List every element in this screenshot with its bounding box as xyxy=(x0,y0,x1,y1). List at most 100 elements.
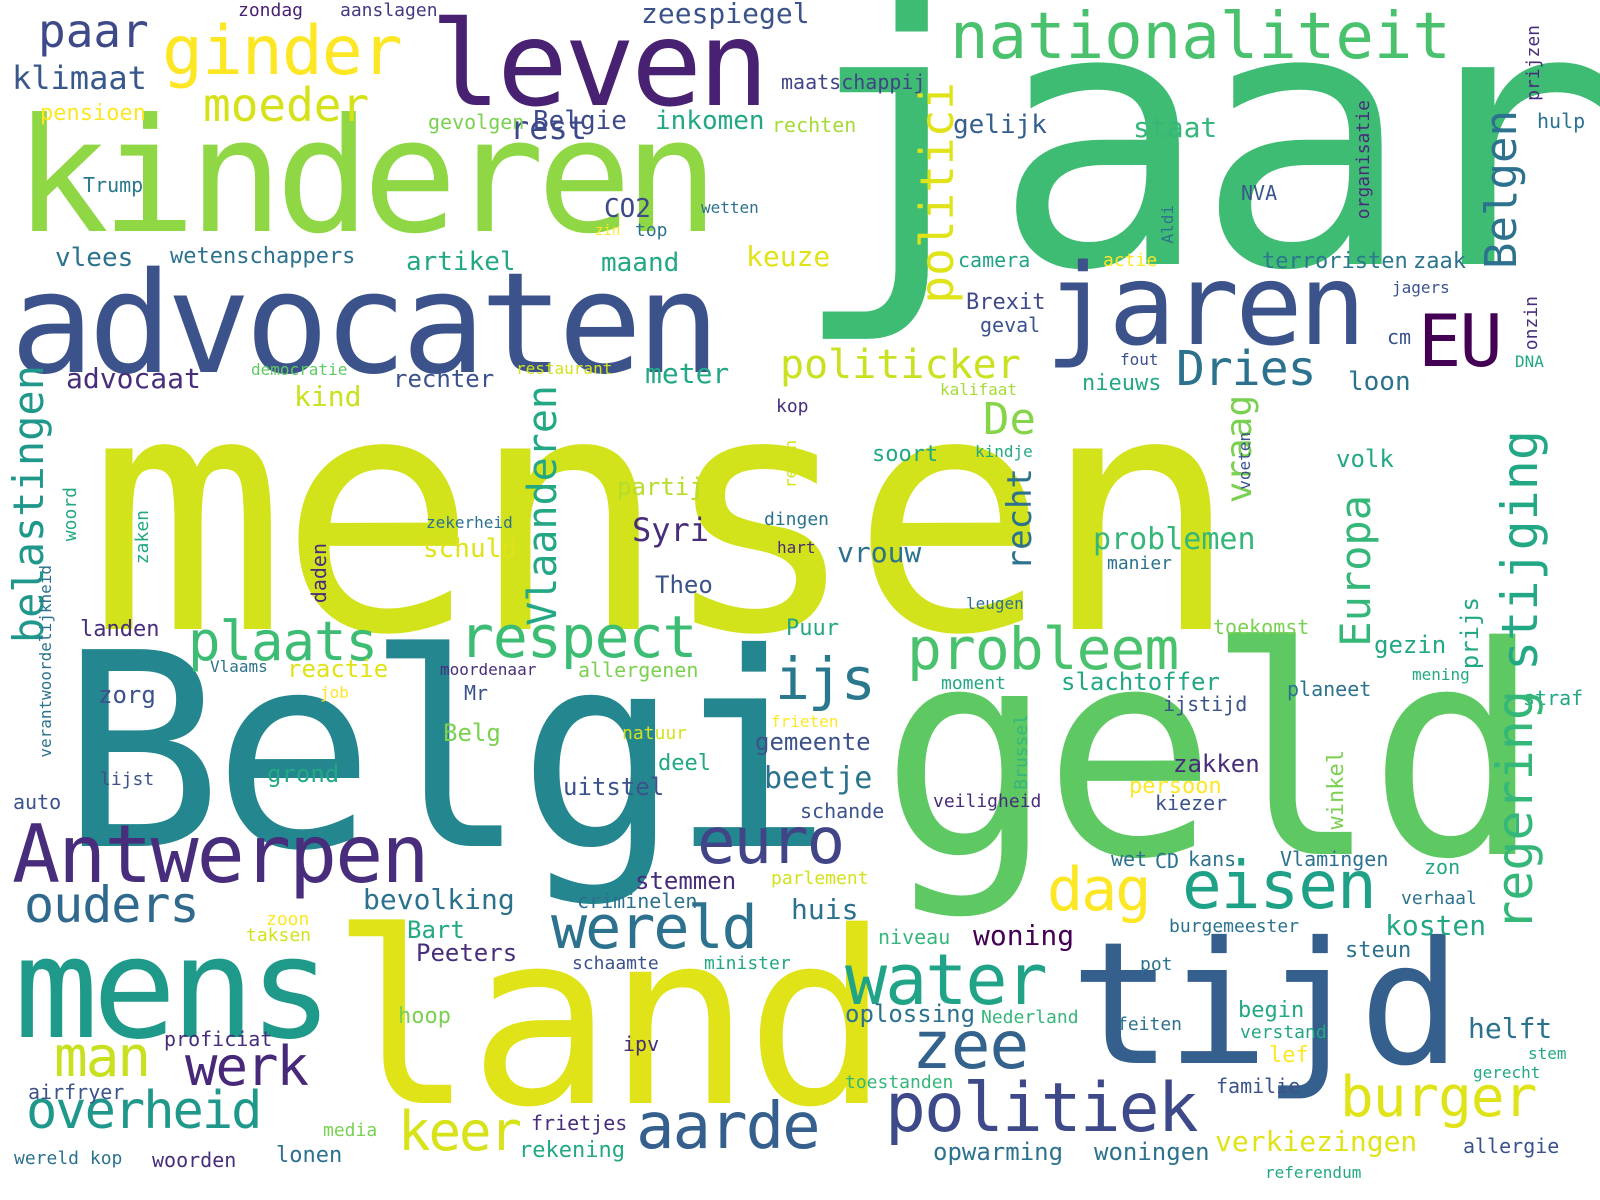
word-paar: paar xyxy=(38,4,149,58)
word-klimaat: klimaat xyxy=(12,59,147,97)
word-dries: Dries xyxy=(1176,341,1316,397)
word-allergenen: allergenen xyxy=(578,658,699,682)
word-job: job xyxy=(320,683,349,702)
word-terroristen: terroristen xyxy=(1262,249,1408,274)
word-overheid: overheid xyxy=(26,1081,262,1141)
word-prijs: prijs xyxy=(1456,597,1484,670)
word-zee: zee xyxy=(912,1007,1029,1084)
word-top: top xyxy=(635,220,668,241)
word-vlaams: Vlaams xyxy=(210,657,268,676)
word-woorden: woorden xyxy=(152,1148,237,1172)
word-vlaanderen: Vlaanderen xyxy=(520,385,566,626)
word-toestanden: toestanden xyxy=(845,1072,954,1093)
word-wereld: wereld xyxy=(551,893,758,963)
word-respect: respect xyxy=(459,603,697,671)
word-daden: daden xyxy=(307,543,331,604)
word-toekomst: toekomst xyxy=(1213,615,1310,639)
word-ouders: ouders xyxy=(24,876,200,934)
word-moment: moment xyxy=(941,673,1007,694)
word-minister: minister xyxy=(704,953,791,974)
word-brussel: Brussel xyxy=(1011,714,1032,790)
word-aldi: Aldi xyxy=(1158,205,1177,244)
word-stemmen: stemmen xyxy=(635,867,737,895)
word-land: land xyxy=(330,880,890,1160)
word-woningen: woningen xyxy=(1094,1138,1210,1166)
word-dag: dag xyxy=(1047,855,1151,925)
word-camera: camera xyxy=(958,248,1031,272)
word-cm: cm xyxy=(1387,325,1412,349)
word-probleem: probleem xyxy=(907,615,1179,683)
word-kosten: kosten xyxy=(1385,909,1487,942)
word-onzin: onzin xyxy=(1521,296,1542,351)
word-antwerpen: Antwerpen xyxy=(12,808,429,901)
word-restaurant: restaurant xyxy=(516,359,613,378)
word-cd: CD xyxy=(1155,849,1180,873)
word-problemen: problemen xyxy=(1093,522,1256,557)
word-jagers: jagers xyxy=(1392,278,1450,297)
word-politici: politici xyxy=(910,82,964,304)
word-syri: Syri xyxy=(632,511,710,549)
word-inkomen: inkomen xyxy=(655,106,765,136)
word-vlamingen: Vlamingen xyxy=(1280,847,1389,871)
word-politicker: politicker xyxy=(780,342,1021,388)
word-vlees: vlees xyxy=(55,243,134,273)
word-fout: fout xyxy=(1120,350,1159,369)
word-kindje: kindje xyxy=(975,442,1033,461)
word-moeder: moeder xyxy=(203,78,370,132)
word-maatschappij: maatschappij xyxy=(781,70,926,94)
word-man: man xyxy=(54,1025,151,1090)
word-lonen: lonen xyxy=(276,1143,343,1168)
word-leugen: leugen xyxy=(966,594,1024,613)
word-meter: meter xyxy=(645,357,730,390)
word-natuur: natuur xyxy=(622,723,688,744)
word-belgie: Belgie xyxy=(533,106,627,136)
word-zin: zin xyxy=(595,223,621,239)
word-partij: partij xyxy=(617,473,704,501)
word-aarde: aarde xyxy=(636,1090,821,1164)
word-manier: manier xyxy=(1107,553,1173,574)
word-advocaten: advocaten xyxy=(10,243,721,406)
word-lef: lef xyxy=(1269,1043,1309,1068)
word-criminelen: criminelen xyxy=(577,889,698,913)
word-zoon: zoon xyxy=(266,909,310,930)
word-loon: loon xyxy=(1348,367,1411,397)
word-gelijk: gelijk xyxy=(953,110,1047,140)
word-plaats: plaats xyxy=(188,610,378,673)
word-zakken: zakken xyxy=(1173,750,1260,778)
word-slachtoffer: slachtoffer xyxy=(1061,668,1220,696)
word-zekerheid: zekerheid xyxy=(426,513,513,532)
word-veiligheid: veiligheid xyxy=(933,791,1042,812)
word-nationaliteit: nationaliteit xyxy=(950,0,1451,74)
word-wetten: wetten xyxy=(701,198,759,217)
word-wet: wet xyxy=(1111,847,1148,871)
word-artikel: artikel xyxy=(406,247,516,277)
word-straf: straf xyxy=(1523,686,1584,710)
word-democratie: democratie xyxy=(251,360,348,379)
word-landen: landen xyxy=(80,617,160,642)
word-gerecht: gerecht xyxy=(1473,1063,1541,1082)
word-prijzen: prijzen xyxy=(1523,25,1544,101)
word-gezin: gezin xyxy=(1374,631,1447,659)
word-brexit: Brexit xyxy=(966,290,1046,315)
word-zondag: zondag xyxy=(238,0,304,21)
word-water: water xyxy=(845,939,1048,1021)
word-kind: kind xyxy=(294,380,362,413)
word-planeet: planeet xyxy=(1287,677,1372,701)
word-advocaat: advocaat xyxy=(66,362,201,395)
word-trump: Trump xyxy=(83,173,144,197)
word-ijstijd: ijstijd xyxy=(1163,692,1248,716)
word-allergie: allergie xyxy=(1463,1134,1560,1158)
word-schaamte: schaamte xyxy=(572,953,659,974)
word-opwarming: opwarming xyxy=(933,1138,1064,1166)
word-kalifaat: kalifaat xyxy=(940,380,1018,399)
word-co2: CO2 xyxy=(604,194,651,224)
word-nieuws: nieuws xyxy=(1082,371,1162,396)
word-stem: stem xyxy=(1528,1044,1567,1063)
word-hoop: hoop xyxy=(398,1004,451,1029)
word-ijs: ijs xyxy=(775,645,876,713)
word-woord: woord xyxy=(60,487,81,542)
word-zon: zon xyxy=(1424,855,1461,879)
word-soort: soort xyxy=(872,442,939,467)
word-geval: geval xyxy=(980,313,1041,337)
word-helft: helft xyxy=(1468,1012,1553,1045)
